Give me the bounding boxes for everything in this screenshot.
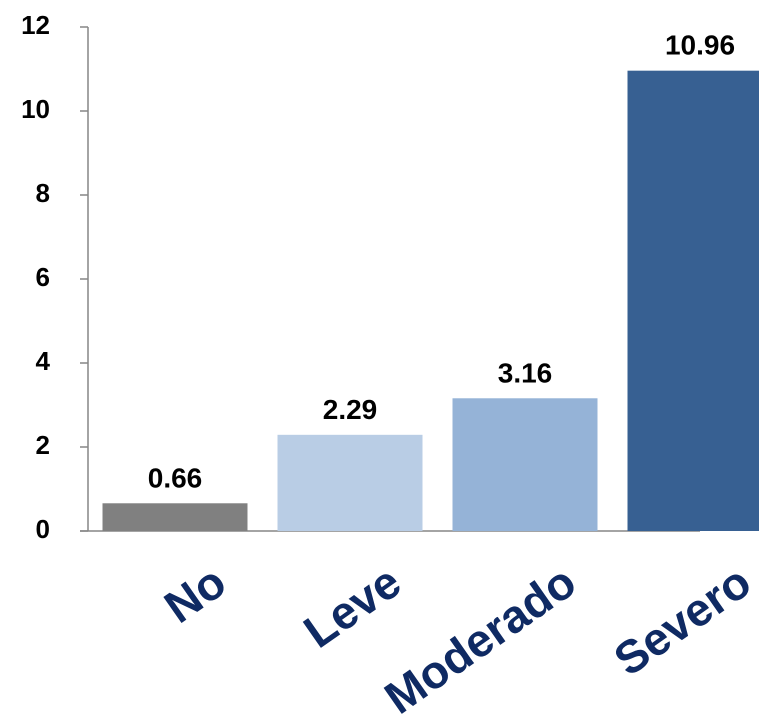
y-tick-label: 2 [36, 430, 50, 460]
y-tick-label: 12 [21, 10, 50, 40]
category-label-no: No [155, 555, 235, 633]
y-tick-label: 0 [36, 514, 50, 544]
data-label-severo: 10.96 [665, 30, 735, 61]
bar-no [102, 503, 248, 531]
y-tick-label: 6 [36, 262, 50, 292]
category-label-severo: Severo [604, 555, 759, 686]
category-label-leve: Leve [294, 555, 410, 658]
bar-moderado [452, 398, 598, 531]
data-label-leve: 2.29 [323, 394, 378, 425]
y-tick-label: 10 [21, 94, 50, 124]
bar-leve [277, 434, 423, 531]
data-labels: 0.66 2.29 3.16 10.96 [148, 30, 735, 494]
data-label-moderado: 3.16 [498, 357, 553, 388]
y-tick-label: 4 [36, 346, 51, 376]
data-label-no: 0.66 [148, 462, 203, 493]
bars [102, 70, 759, 532]
y-tick-label: 8 [36, 178, 50, 208]
category-label-moderado: Moderado [375, 555, 585, 721]
bar-severo [627, 70, 759, 532]
